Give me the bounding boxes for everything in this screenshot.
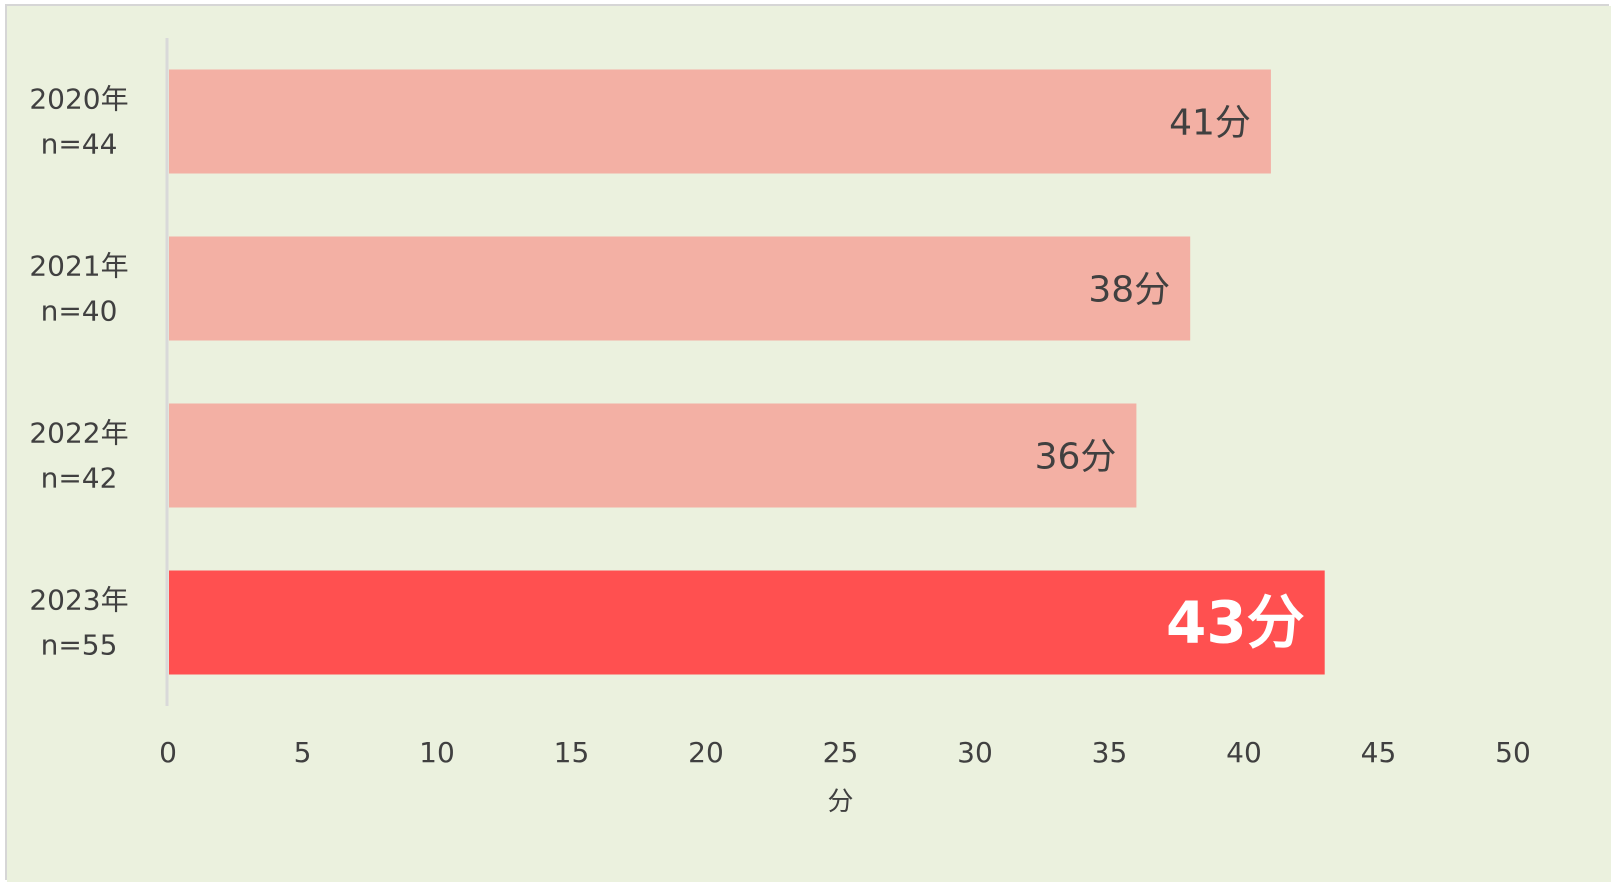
x-tick-label: 45 [1361,736,1397,769]
x-axis-title: 分 [827,787,853,817]
x-tick-label: 50 [1495,736,1531,769]
x-tick-label: 10 [419,736,455,769]
x-tick-label: 40 [1226,736,1262,769]
category-year-label: 2023年 [29,584,128,617]
category-n-label: n=55 [41,629,118,662]
x-tick-label: 25 [823,736,859,769]
x-tick-labels: 0 5 10 15 20 25 30 35 40 45 50 [159,736,1531,769]
bar-3 [169,570,1325,675]
category-year-label: 2022年 [29,417,128,450]
x-tick-label: 35 [1092,736,1128,769]
category-n-label: n=42 [41,462,118,495]
bar-chart: 2020年 n=44 2021年 n=40 2022年 n=42 2023年 n=55 41分… [7,6,1611,882]
x-tick-label: 5 [294,736,312,769]
x-tick-label: 0 [159,736,177,769]
x-tick-label: 15 [554,736,590,769]
x-tick-label: 30 [957,736,993,769]
x-tick-label: 20 [688,736,724,769]
category-n-label: n=40 [41,295,118,328]
bar-0 [169,69,1271,174]
category-year-label: 2020年 [29,83,128,116]
bars-group [169,69,1325,675]
data-label-0: 41分 [1169,103,1251,144]
bar-2 [169,403,1137,508]
category-year-label: 2021年 [29,250,128,283]
category-n-label: n=44 [41,128,118,161]
chart-frame: 2020年 n=44 2021年 n=40 2022年 n=42 2023年 n=55 41分… [5,4,1611,882]
data-label-2: 36分 [1035,437,1117,478]
data-labels: 41分 38分 36分 43分 [1035,103,1305,657]
data-label-1: 38分 [1088,270,1170,311]
bar-1 [169,236,1191,341]
data-label-3: 43分 [1166,589,1305,657]
category-labels: 2020年 n=44 2021年 n=40 2022年 n=42 2023年 n=55 [29,83,128,662]
